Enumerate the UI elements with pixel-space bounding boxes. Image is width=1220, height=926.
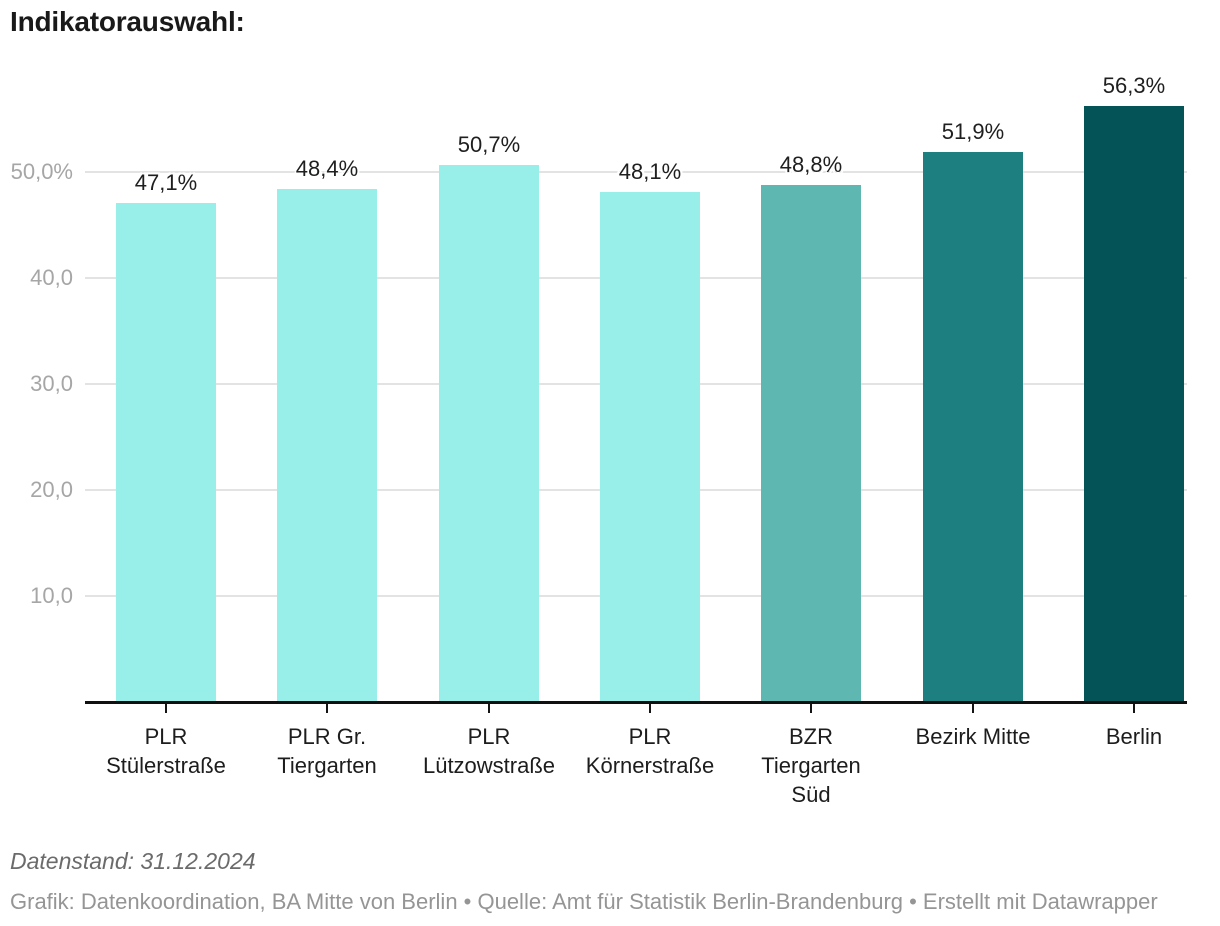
bar-value-label: 56,3% <box>1102 72 1166 98</box>
x-tick-label-line: Körnerstraße <box>585 753 715 778</box>
bar-value-label: 51,9% <box>941 119 1005 145</box>
x-axis-tick <box>1133 704 1135 713</box>
bar-value-label: 48,4% <box>295 156 359 182</box>
x-axis-tick <box>165 704 167 713</box>
chart-title: Indikatorauswahl: <box>10 6 245 37</box>
bar[interactable] <box>600 192 700 702</box>
data-date-note: Datenstand: 31.12.2024 <box>10 848 256 874</box>
y-tick-label: 30,0 <box>30 370 73 396</box>
x-tick-label-line: Bezirk Mitte <box>915 724 1031 749</box>
bar[interactable] <box>1084 105 1184 702</box>
y-tick-label: 20,0 <box>30 476 73 502</box>
x-tick-label: PLR Körnerstraße <box>569 722 731 780</box>
gridline <box>85 171 1187 174</box>
x-tick-label: Berlin <box>1053 722 1215 751</box>
x-axis-tick <box>326 704 328 713</box>
x-tick-label-line: Lützowstraße <box>422 753 556 778</box>
x-axis-tick <box>972 704 974 713</box>
x-tick-label: BZR Tiergarten Süd <box>730 722 892 809</box>
x-tick-label-line: PLR <box>467 724 511 749</box>
y-tick-label: 10,0 <box>30 582 73 608</box>
bar[interactable] <box>439 164 539 702</box>
y-tick-label: 50,0% <box>10 159 73 185</box>
x-axis-line <box>85 701 1187 704</box>
y-tick-label: 40,0 <box>30 265 73 291</box>
x-tick-label: PLR Stülerstraße <box>85 722 247 780</box>
bar[interactable] <box>761 184 861 702</box>
x-tick-label-line: Stülerstraße <box>106 753 226 778</box>
x-tick-label-line: Berlin <box>1105 724 1163 749</box>
bar-value-label: 48,8% <box>779 151 843 177</box>
x-tick-label: Bezirk Mitte <box>892 722 1054 751</box>
x-tick-label: PLR Lützowstraße <box>408 722 570 780</box>
bar-value-label: 50,7% <box>457 131 521 157</box>
x-tick-label-line: PLR <box>628 724 672 749</box>
x-axis-tick <box>649 704 651 713</box>
x-tick-label-line: Süd <box>791 782 831 807</box>
x-axis-tick <box>488 704 490 713</box>
x-axis-tick <box>810 704 812 713</box>
bar[interactable] <box>923 152 1023 702</box>
x-tick-label: PLR Gr. Tiergarten <box>246 722 408 780</box>
attribution-byline: Grafik: Datenkoordination, BA Mitte von … <box>10 889 1158 914</box>
x-tick-label-line: Tiergarten <box>277 753 377 778</box>
bar-value-label: 48,1% <box>618 159 682 185</box>
x-tick-label-line: BZR <box>789 724 833 749</box>
x-tick-label-line: PLR <box>144 724 188 749</box>
x-tick-label-line: Tiergarten <box>761 753 861 778</box>
x-tick-label-line: PLR Gr. <box>287 724 367 749</box>
bar[interactable] <box>277 189 377 702</box>
bar[interactable] <box>116 202 216 702</box>
bar-value-label: 47,1% <box>134 169 198 195</box>
